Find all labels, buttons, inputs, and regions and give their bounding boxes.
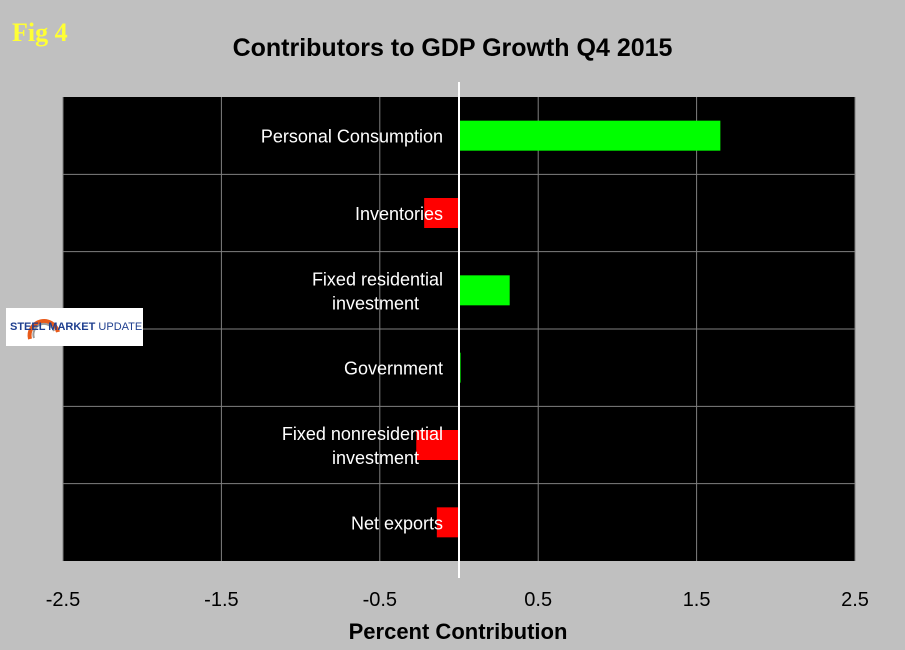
x-tick-label: 2.5 bbox=[841, 589, 869, 611]
category-label: Personal Consumption bbox=[261, 127, 443, 147]
x-tick-labels: -2.5 -1.5 -0.5 0.5 1.5 2.5 bbox=[46, 589, 869, 611]
x-tick-label: -0.5 bbox=[363, 589, 397, 611]
category-label: Government bbox=[344, 359, 443, 379]
x-tick-label: 1.5 bbox=[683, 589, 711, 611]
x-axis-title: Percent Contribution bbox=[349, 619, 568, 644]
logo-text-light: UPDATE bbox=[98, 321, 143, 333]
chart-title: Contributors to GDP Growth Q4 2015 bbox=[232, 34, 673, 62]
bar bbox=[424, 198, 459, 228]
x-tick-label: -1.5 bbox=[204, 589, 238, 611]
figure-label: Fig 4 bbox=[12, 18, 68, 47]
category-label: Fixed residential bbox=[312, 269, 443, 289]
bar bbox=[436, 507, 459, 538]
logo-swoosh-icon bbox=[27, 319, 60, 340]
category-label: Fixed nonresidential bbox=[282, 424, 443, 444]
x-tick-label: 0.5 bbox=[524, 589, 552, 611]
bars bbox=[416, 120, 721, 538]
category-label: Net exports bbox=[351, 513, 443, 533]
bar bbox=[459, 275, 510, 306]
category-label: investment bbox=[332, 448, 419, 468]
category-label: Inventories bbox=[355, 204, 443, 224]
steel-market-update-logo: STEEL MARKET UPDATE bbox=[6, 308, 143, 346]
bar bbox=[459, 120, 721, 151]
category-label: investment bbox=[332, 293, 419, 313]
logo-text: STEEL MARKET UPDATE bbox=[10, 321, 142, 333]
logo-text-bold: STEEL MARKET bbox=[10, 321, 96, 333]
x-tick-label: -2.5 bbox=[46, 589, 80, 611]
bar bbox=[416, 430, 459, 460]
category-labels: Personal Consumption Inventories Fixed res… bbox=[261, 127, 443, 534]
